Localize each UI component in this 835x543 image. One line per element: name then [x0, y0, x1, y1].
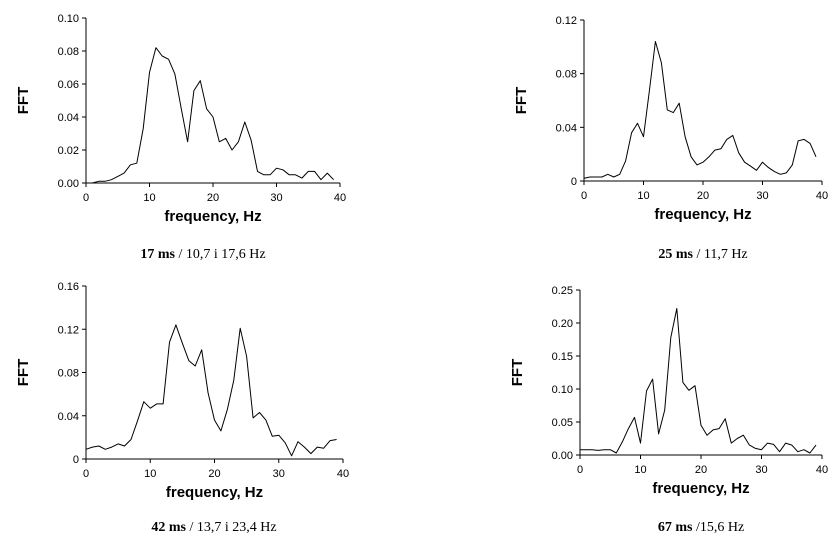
y-tick-label: 0.10 — [58, 13, 79, 25]
x-tick-label: 20 — [695, 464, 707, 476]
caption-duration: 67 ms — [658, 520, 693, 535]
x-axis-title: frequency, Hz — [166, 484, 263, 501]
y-tick-label: 0.04 — [58, 112, 79, 124]
y-tick-label: 0.08 — [58, 368, 79, 380]
y-tick-label: 0.10 — [552, 384, 573, 396]
y-tick-label: 0.25 — [552, 285, 573, 297]
y-tick-label: 0.04 — [58, 411, 79, 423]
caption-peaks: / 10,7 i 17,6 Hz — [175, 247, 266, 262]
y-tick-label: 0.20 — [552, 318, 573, 330]
caption-peaks: / 13,7 i 23,4 Hz — [186, 520, 277, 535]
chart-caption: 17 ms / 10,7 i 17,6 Hz — [140, 247, 265, 262]
x-tick-label: 0 — [83, 192, 89, 204]
y-tick-label: 0.08 — [556, 69, 577, 81]
y-axis-title: FFT — [15, 87, 32, 115]
x-tick-label: 20 — [208, 468, 220, 480]
y-tick-label: 0.08 — [58, 46, 79, 58]
chart-panel-4: 0.00 0.05 0.10 0.15 0.20 0.25 0 10 20 30 40 frequen… — [509, 285, 828, 535]
chart-panel-2: 0 0.04 0.08 0.12 0 10 20 30 40 frequency, Hz FFT 25… — [513, 15, 828, 262]
fft-series-line — [85, 324, 337, 457]
x-tick-label: 40 — [334, 192, 346, 204]
y-axis-title: FFT — [509, 359, 526, 387]
y-tick-label: 0.15 — [552, 351, 573, 363]
x-axis-title: frequency, Hz — [652, 480, 749, 497]
x-tick-label: 40 — [816, 464, 828, 476]
x-tick-label: 20 — [697, 190, 709, 202]
x-tick-label: 0 — [581, 190, 587, 202]
x-tick-label: 30 — [270, 192, 282, 204]
x-tick-label: 10 — [634, 464, 646, 476]
x-axis-title: frequency, Hz — [164, 208, 261, 225]
y-tick-label: 0.00 — [58, 178, 79, 190]
x-tick-label: 0 — [577, 464, 583, 476]
y-tick-label: 0 — [571, 176, 577, 188]
fft-series-line — [86, 47, 334, 184]
x-axis-title: frequency, Hz — [654, 206, 751, 223]
x-tick-label: 30 — [273, 468, 285, 480]
y-tick-label: 0.00 — [552, 450, 573, 462]
chart-panel-1: 0.00 0.02 0.04 0.06 0.08 0.10 0 10 20 30 40 frequen… — [15, 13, 346, 262]
x-tick-label: 30 — [755, 464, 767, 476]
x-tick-label: 0 — [83, 468, 89, 480]
caption-duration: 25 ms — [658, 247, 693, 262]
x-tick-label: 40 — [337, 468, 349, 480]
chart-caption: 25 ms / 11,7 Hz — [658, 247, 747, 262]
caption-duration: 42 ms — [151, 520, 186, 535]
chart-caption: 42 ms / 13,7 i 23,4 Hz — [151, 520, 276, 535]
y-tick-label: 0.06 — [58, 79, 79, 91]
y-tick-label: 0.05 — [552, 417, 573, 429]
caption-peaks: /15,6 Hz — [692, 520, 744, 535]
x-tick-label: 10 — [144, 468, 156, 480]
caption-peaks: / 11,7 Hz — [693, 247, 748, 262]
y-tick-label: 0.12 — [556, 15, 577, 27]
y-tick-label: 0.12 — [58, 324, 79, 336]
y-tick-label: 0.04 — [556, 122, 577, 134]
y-axis-title: FFT — [15, 359, 32, 387]
x-tick-label: 30 — [756, 190, 768, 202]
x-tick-label: 20 — [207, 192, 219, 204]
y-axis-title: FFT — [513, 87, 530, 115]
chart-panel-3: 0 0.04 0.08 0.12 0.16 0 10 20 30 40 frequency, Hz F… — [15, 281, 349, 535]
x-tick-label: 10 — [637, 190, 649, 202]
y-tick-label: 0.02 — [58, 145, 79, 157]
y-tick-label: 0 — [73, 454, 79, 466]
y-tick-label: 0.16 — [58, 281, 79, 293]
fft-series-line — [580, 308, 817, 454]
chart-caption: 67 ms /15,6 Hz — [658, 520, 744, 535]
fft-series-line — [583, 41, 817, 179]
x-tick-label: 10 — [143, 192, 155, 204]
x-tick-label: 40 — [816, 190, 828, 202]
caption-duration: 17 ms — [140, 247, 175, 262]
